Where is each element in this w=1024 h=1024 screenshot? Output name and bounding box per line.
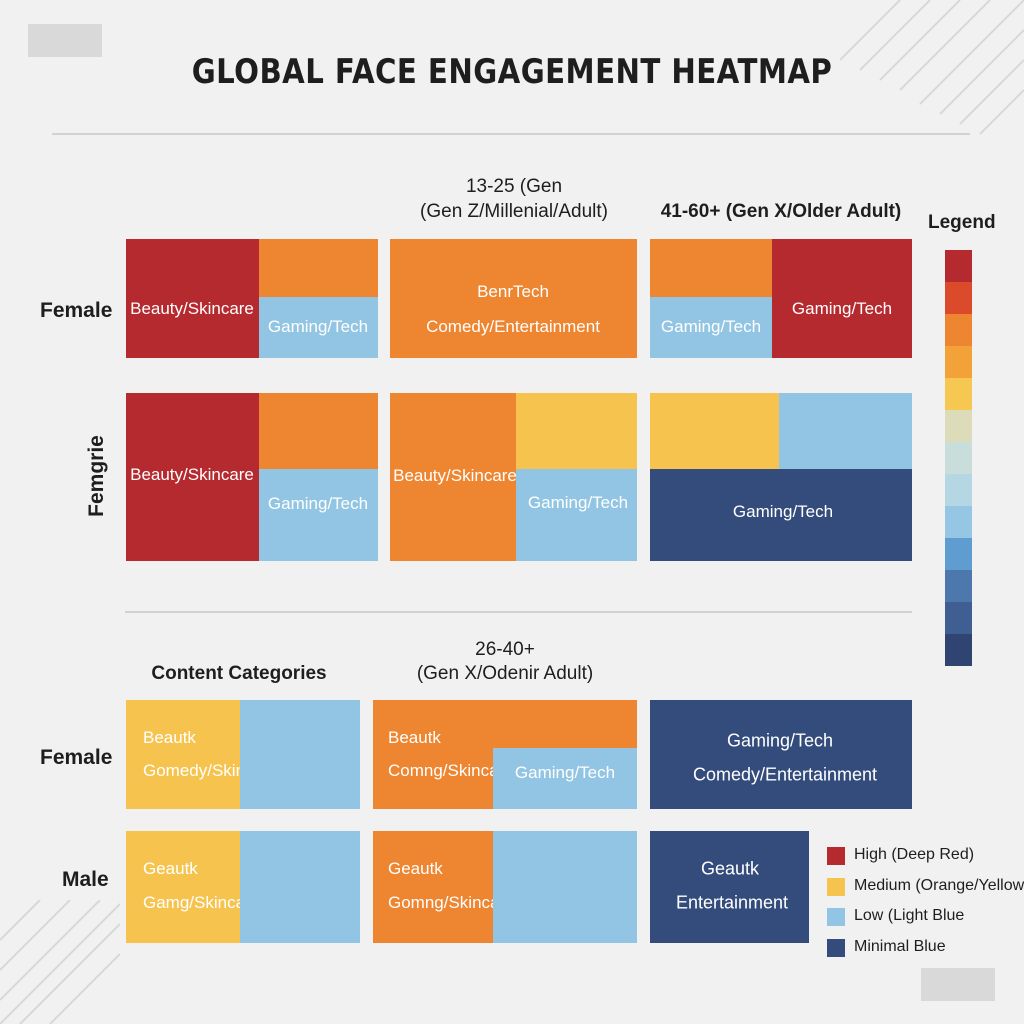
legend-key-label: High (Deep Red) — [854, 846, 975, 863]
top-left-placeholder — [28, 24, 102, 57]
column-header-gen-x: (Gen X/Odenir Adult) — [416, 663, 594, 684]
heatmap-block-label: Geautk — [700, 858, 760, 879]
heatmap-block — [373, 831, 493, 943]
heatmap-block — [772, 239, 912, 358]
heatmap-block-label: Geautk — [388, 859, 443, 878]
heatmap-block-label: Geautk — [143, 859, 198, 878]
heatmap-block-label: Beauty/Skincare — [130, 299, 254, 318]
legend-scale-swatch — [945, 442, 972, 474]
heatmap-block — [493, 748, 637, 809]
heatmap-block — [650, 297, 772, 358]
heatmap-block-label: Gaming/Tech — [514, 763, 616, 782]
heatmap-block-label: Comedy/Entertainment — [426, 317, 600, 336]
heatmap-block-label: Gamg/Skincare — [143, 893, 261, 912]
legend-scale-swatch — [945, 506, 972, 538]
title-divider — [52, 133, 970, 135]
heatmap-block — [516, 469, 637, 561]
heatmap-block — [240, 831, 360, 943]
legend-key-swatch — [827, 847, 845, 865]
heatmap-block — [650, 831, 809, 943]
heatmap-block-label: Comng/Skincare — [388, 761, 514, 780]
legend-key-swatch — [827, 877, 845, 896]
heatmap-block-label: Gaming/Tech — [732, 502, 834, 521]
legend-scale-swatch — [945, 410, 972, 442]
heatmap-block-label: Gaming/Tech — [527, 493, 629, 512]
bottom-right-placeholder — [921, 968, 995, 1001]
heatmap-block — [126, 393, 259, 561]
heatmap-block — [126, 700, 240, 809]
legend-scale-swatch — [945, 282, 972, 314]
legend-scale-swatch — [945, 474, 972, 506]
decorative-stripes-bottom-left — [0, 900, 120, 1024]
row-label-bottom-2: Male — [62, 868, 109, 891]
column-header-content-categories: Content Categories — [151, 663, 327, 684]
heatmap-block — [259, 393, 378, 469]
column-header-13-25: 13-25 (Gen — [465, 176, 563, 197]
heatmap-block-label: Gaming/Tech — [267, 494, 369, 513]
heatmap-block-label: Gaming/Tech — [267, 317, 369, 336]
heatmap-block-label: Gomng/Skincare — [388, 893, 515, 912]
section-divider — [125, 611, 912, 613]
legend-scale-swatch — [945, 538, 972, 570]
heatmap-block-label: Comedy/Entertainment — [692, 764, 878, 785]
legend-scale-swatch — [945, 314, 972, 346]
heatmap-block — [126, 239, 259, 358]
legend-key-swatch — [827, 938, 845, 957]
legend-key-label: Minimal Blue — [854, 937, 946, 955]
legend-scale-swatch — [945, 346, 972, 378]
heatmap-block — [650, 700, 912, 809]
legend-scale-swatch — [945, 378, 972, 410]
heatmap-block — [390, 393, 516, 561]
legend-key-label: Medium (Orange/Yellow) — [854, 876, 1024, 894]
legend-key-swatch — [827, 908, 845, 926]
column-header-gen-z: (Gen Z/Millenial/Adult) — [420, 201, 608, 222]
heatmap-block — [650, 469, 912, 561]
chart-title: GLOBAL FACE ENGAGEMENT HEATMAP — [191, 52, 833, 92]
heatmap-block — [259, 469, 378, 561]
heatmap-block-label: Beautk — [143, 728, 196, 747]
decorative-stripes-top-right — [840, 0, 1024, 135]
legend-scale-swatch — [945, 570, 972, 602]
heatmap-block — [390, 239, 637, 358]
heatmap-block-label: Gaming/Tech — [791, 299, 893, 318]
legend-scale-swatch — [945, 634, 972, 666]
heatmap-block-label: Beauty/Skincare — [393, 466, 517, 485]
row-label-top-1: Female — [40, 299, 113, 322]
heatmap-block-label: Beautk — [388, 728, 441, 747]
heatmap-block — [126, 831, 240, 943]
row-label-top-2: Femgrie — [85, 435, 108, 517]
heatmap-block — [516, 393, 637, 469]
legend-scale-swatch — [945, 250, 972, 282]
legend-title: Legend — [928, 212, 996, 233]
heatmap-block-label: BenrTech — [477, 282, 549, 301]
column-header-26-40: 26-40+ — [475, 639, 535, 660]
heatmap-block — [650, 393, 779, 469]
heatmap-block — [259, 239, 378, 297]
heatmap-block — [240, 700, 360, 809]
legend-key-label: Low (Light Blue — [854, 907, 965, 924]
heatmap-block — [779, 393, 912, 469]
heatmap-block-label: Gaming/Tech — [660, 317, 762, 336]
heatmap-block-label: Entertainment — [675, 892, 789, 913]
heatmap-block-label: Gaming/Tech — [726, 730, 834, 751]
legend-scale-swatch — [945, 602, 972, 634]
column-header-41-60: 41-60+ (Gen X/Older Adult) — [660, 201, 902, 222]
row-label-bottom-1: Female — [40, 746, 113, 769]
heatmap-block — [493, 831, 637, 943]
heatmap-block-label: Beauty/Skincare — [130, 465, 254, 484]
heatmap-block — [650, 239, 772, 297]
heatmap-block — [259, 297, 378, 358]
